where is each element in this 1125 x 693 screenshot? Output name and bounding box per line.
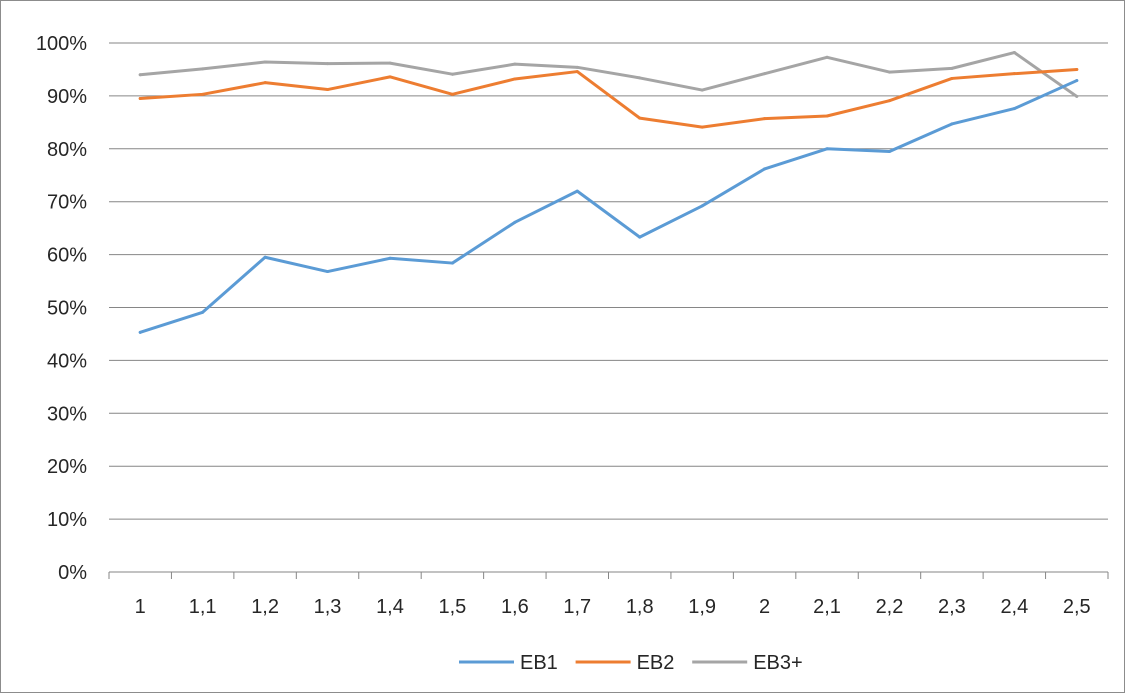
data-point [950,66,954,70]
x-tick-label: 1,7 [563,596,591,618]
x-tick-label: 1,1 [189,596,217,618]
data-point [825,114,829,118]
x-tick-label: 2,2 [876,596,904,618]
data-point [450,92,454,96]
legend-item: EB3+ [692,652,803,674]
x-tick-label: 1,6 [501,596,529,618]
y-tick-label: 20% [47,456,87,478]
y-tick-label: 70% [47,192,87,214]
x-tick-label: 2,3 [938,596,966,618]
data-point [950,122,954,126]
legend-item: EB2 [575,652,675,674]
data-point [513,77,517,81]
series-line [138,67,1079,129]
data-point [201,92,205,96]
x-tick-label: 1,3 [314,596,342,618]
data-point [263,81,267,85]
data-point [450,261,454,265]
gridlines [109,42,1108,520]
data-point [1012,107,1016,111]
x-tick-label: 2,5 [1063,596,1091,618]
series-eb3 [138,51,1079,98]
data-point [950,76,954,80]
data-point [201,310,205,314]
data-point [763,72,767,76]
x-tick-label: 2,4 [1000,596,1028,618]
y-axis-tick-labels: 0% 10% 20% 30% 40% 50% 60% 70% 80% 90% 100% [36,33,87,584]
data-point [1012,72,1016,76]
x-axis [108,571,1109,579]
data-point [575,70,579,74]
x-tick-label: 1 [135,596,146,618]
series-eb2 [138,67,1079,129]
data-point [638,76,642,80]
y-tick-label: 30% [47,403,87,425]
series-eb1 [138,79,1079,334]
data-point [825,147,829,151]
data-point [263,255,267,259]
y-tick-label: 10% [47,509,87,531]
data-point [763,117,767,121]
legend-label: EB2 [637,652,675,674]
series-line [138,79,1079,334]
data-point [138,73,142,77]
data-point [513,220,517,224]
x-tick-label: 1,8 [626,596,654,618]
data-point [825,55,829,59]
data-point [575,189,579,193]
y-tick-label: 90% [47,86,87,108]
y-tick-label: 40% [47,350,87,372]
y-tick-label: 80% [47,139,87,161]
x-tick-label: 1,4 [376,596,404,618]
data-point [326,88,330,92]
data-point [388,256,392,260]
legend: EB1 EB2 EB3+ [459,652,803,674]
series-lines [138,51,1079,334]
data-point [887,99,891,103]
data-point [263,60,267,64]
series-line [138,51,1079,98]
y-tick-label: 0% [58,562,87,584]
data-point [1075,94,1079,98]
data-point [1075,79,1079,83]
y-tick-label: 50% [47,298,87,320]
data-point [326,62,330,66]
y-tick-label: 60% [47,245,87,267]
data-point [388,75,392,79]
data-point [138,330,142,334]
y-tick-label: 100% [36,33,87,55]
data-point [513,62,517,66]
legend-label: EB1 [520,652,558,674]
data-point [1075,67,1079,71]
data-point [201,67,205,71]
x-axis-tick-labels: 1 1,1 1,2 1,3 1,4 1,5 1,6 1,7 1,8 1,9 2 2,1 2,2 2,3 2,… [135,596,1091,618]
data-point [326,270,330,274]
data-point [763,167,767,171]
data-point [700,88,704,92]
x-tick-label: 2,1 [813,596,841,618]
data-point [700,125,704,129]
data-point [638,116,642,120]
data-point [887,149,891,153]
data-point [638,235,642,239]
x-tick-label: 2 [759,596,770,618]
data-point [388,61,392,65]
x-tick-label: 1,9 [688,596,716,618]
x-tick-label: 1,2 [251,596,279,618]
legend-item: EB1 [459,652,558,674]
data-point [575,65,579,69]
data-point [138,97,142,101]
data-point [887,70,891,74]
data-point [1012,51,1016,55]
data-point [450,72,454,76]
data-point [700,204,704,208]
legend-label: EB3+ [753,652,802,674]
x-tick-label: 1,5 [439,596,467,618]
